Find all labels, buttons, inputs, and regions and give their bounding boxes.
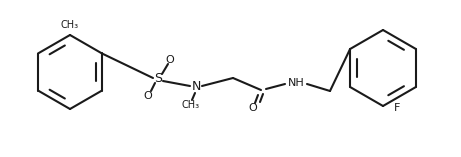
Text: O: O	[165, 55, 174, 65]
Text: NH: NH	[288, 78, 304, 88]
Text: CH₃: CH₃	[182, 100, 200, 110]
Text: S: S	[154, 71, 162, 84]
Text: O: O	[144, 91, 153, 101]
Text: CH₃: CH₃	[61, 20, 79, 30]
Text: O: O	[248, 103, 257, 113]
Text: F: F	[394, 103, 400, 113]
Text: N: N	[191, 81, 201, 94]
